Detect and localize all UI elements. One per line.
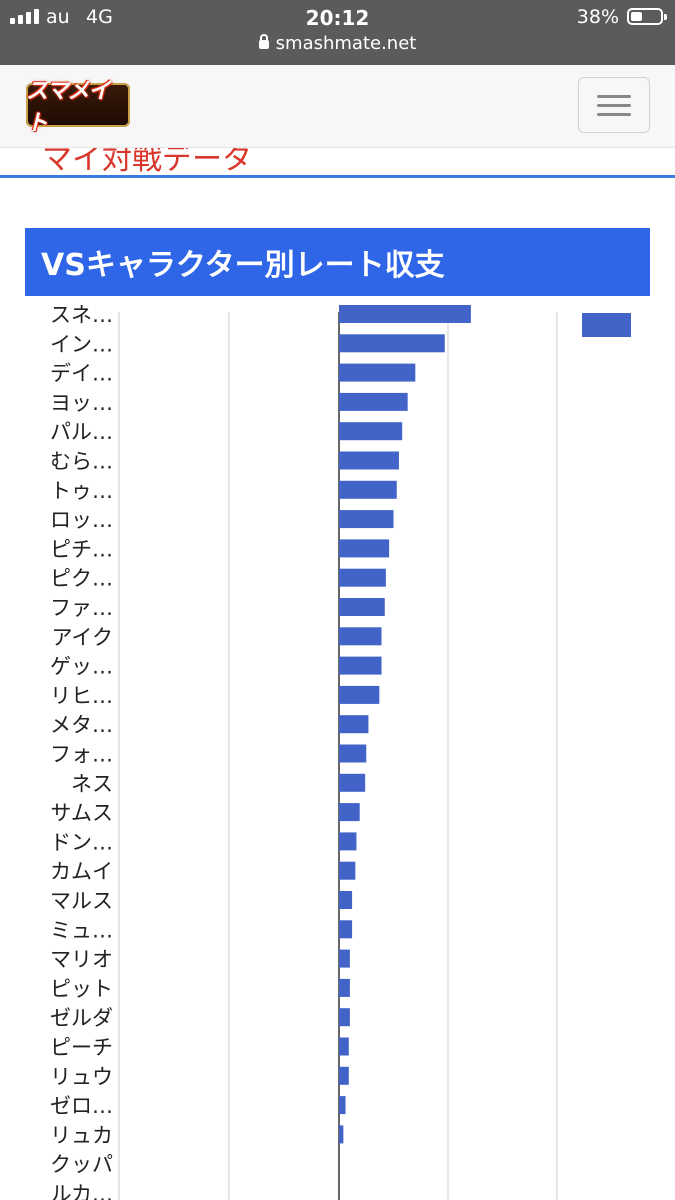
category-label: ゼロ… <box>50 1094 113 1118</box>
category-label: ピク… <box>50 567 113 591</box>
hamburger-menu-icon-line <box>597 95 631 98</box>
chart-bar[interactable] <box>339 363 416 382</box>
hamburger-menu-icon-line <box>597 104 631 107</box>
chart-bar[interactable] <box>339 773 366 792</box>
hamburger-menu-button[interactable] <box>578 77 650 133</box>
chart-bar[interactable] <box>339 1096 346 1115</box>
battery-icon <box>627 8 667 25</box>
site-logo[interactable]: スマメイト <box>26 79 130 136</box>
chart-bar[interactable] <box>339 1066 349 1085</box>
chart-bar[interactable] <box>339 949 350 968</box>
category-label: イン… <box>50 332 113 356</box>
category-label: ピーチ <box>50 1036 113 1060</box>
chart-bar[interactable] <box>339 920 353 939</box>
category-label: アイク <box>51 625 113 649</box>
category-label: パル… <box>50 420 113 444</box>
status-bar: au 4G 20:12 38% smashmate.net <box>0 0 675 65</box>
category-label: デイ… <box>50 362 113 386</box>
category-label: カムイ <box>50 860 113 884</box>
chart-bar[interactable] <box>339 861 356 880</box>
category-label: マルス <box>50 889 113 913</box>
category-label: ゲッ… <box>50 655 113 679</box>
signal-strength-icon <box>10 8 39 24</box>
chart-bar[interactable] <box>339 803 360 822</box>
chart-bar[interactable] <box>339 480 397 499</box>
category-label: ネス <box>71 772 113 796</box>
category-label: マリオ <box>50 948 113 972</box>
category-label: むら… <box>50 450 113 474</box>
chart-bar[interactable] <box>339 1008 350 1027</box>
category-label: ロッ… <box>50 508 113 532</box>
category-label: ピット <box>50 977 113 1001</box>
chart-bar[interactable] <box>339 832 357 851</box>
section-divider <box>0 175 675 178</box>
chart-bar[interactable] <box>339 334 445 353</box>
page-subtitle: マイ対戦データ <box>42 148 252 172</box>
network-type-label: 4G <box>86 6 113 28</box>
category-label: ドン… <box>50 830 113 854</box>
url-text: smashmate.net <box>275 33 417 54</box>
category-label: ゼルダ <box>50 1006 113 1030</box>
section-header: VSキャラクター別レート収支 <box>25 228 650 296</box>
category-label: ヨッ… <box>50 391 113 415</box>
chart-bar[interactable] <box>339 744 367 763</box>
subtitle-clip: マイ対戦データ <box>0 148 675 172</box>
site-header: スマメイト <box>0 65 675 148</box>
chart-bar[interactable] <box>339 568 386 587</box>
chart-bar[interactable] <box>339 656 382 675</box>
category-label: リュカ <box>50 1123 113 1147</box>
chart-bar[interactable] <box>339 451 399 470</box>
chart-bar[interactable] <box>339 510 394 529</box>
chart-bar[interactable] <box>339 627 382 646</box>
address-bar[interactable]: smashmate.net <box>0 33 675 54</box>
category-label: サムス <box>50 801 113 825</box>
hamburger-menu-icon-line <box>597 113 631 116</box>
category-label: メタ… <box>50 713 113 737</box>
section-title: VSキャラクター別レート収支 <box>41 248 445 283</box>
category-label: クッパ <box>50 1153 113 1177</box>
chart-bar[interactable] <box>339 891 353 909</box>
chart-bar[interactable] <box>339 978 350 997</box>
category-label: リュウ <box>50 1065 113 1089</box>
category-label: リヒ… <box>50 684 113 708</box>
chart-bar[interactable] <box>339 392 408 411</box>
category-label: ミュ… <box>50 918 113 942</box>
chart-bar[interactable] <box>339 598 385 616</box>
chart-bar[interactable] <box>339 1037 349 1056</box>
category-label: ファ… <box>50 596 113 620</box>
chart-bar[interactable] <box>339 685 380 704</box>
category-label: トゥ… <box>50 479 113 503</box>
lock-icon <box>258 34 269 49</box>
legend-swatch <box>582 313 631 337</box>
carrier-label: au <box>46 6 70 28</box>
chart-bar[interactable] <box>339 1125 344 1144</box>
category-label: ピチ… <box>50 537 113 561</box>
category-label: フォ… <box>50 743 113 767</box>
clock: 20:12 <box>305 6 370 30</box>
chart-bar[interactable] <box>339 422 403 441</box>
chart-bar[interactable] <box>339 305 471 323</box>
chart-bar[interactable] <box>339 715 369 734</box>
category-label: ルカ… <box>51 1182 113 1200</box>
battery-percentage: 38% <box>576 6 619 28</box>
category-label: スネ… <box>50 303 113 327</box>
chart-bar[interactable] <box>339 539 390 558</box>
